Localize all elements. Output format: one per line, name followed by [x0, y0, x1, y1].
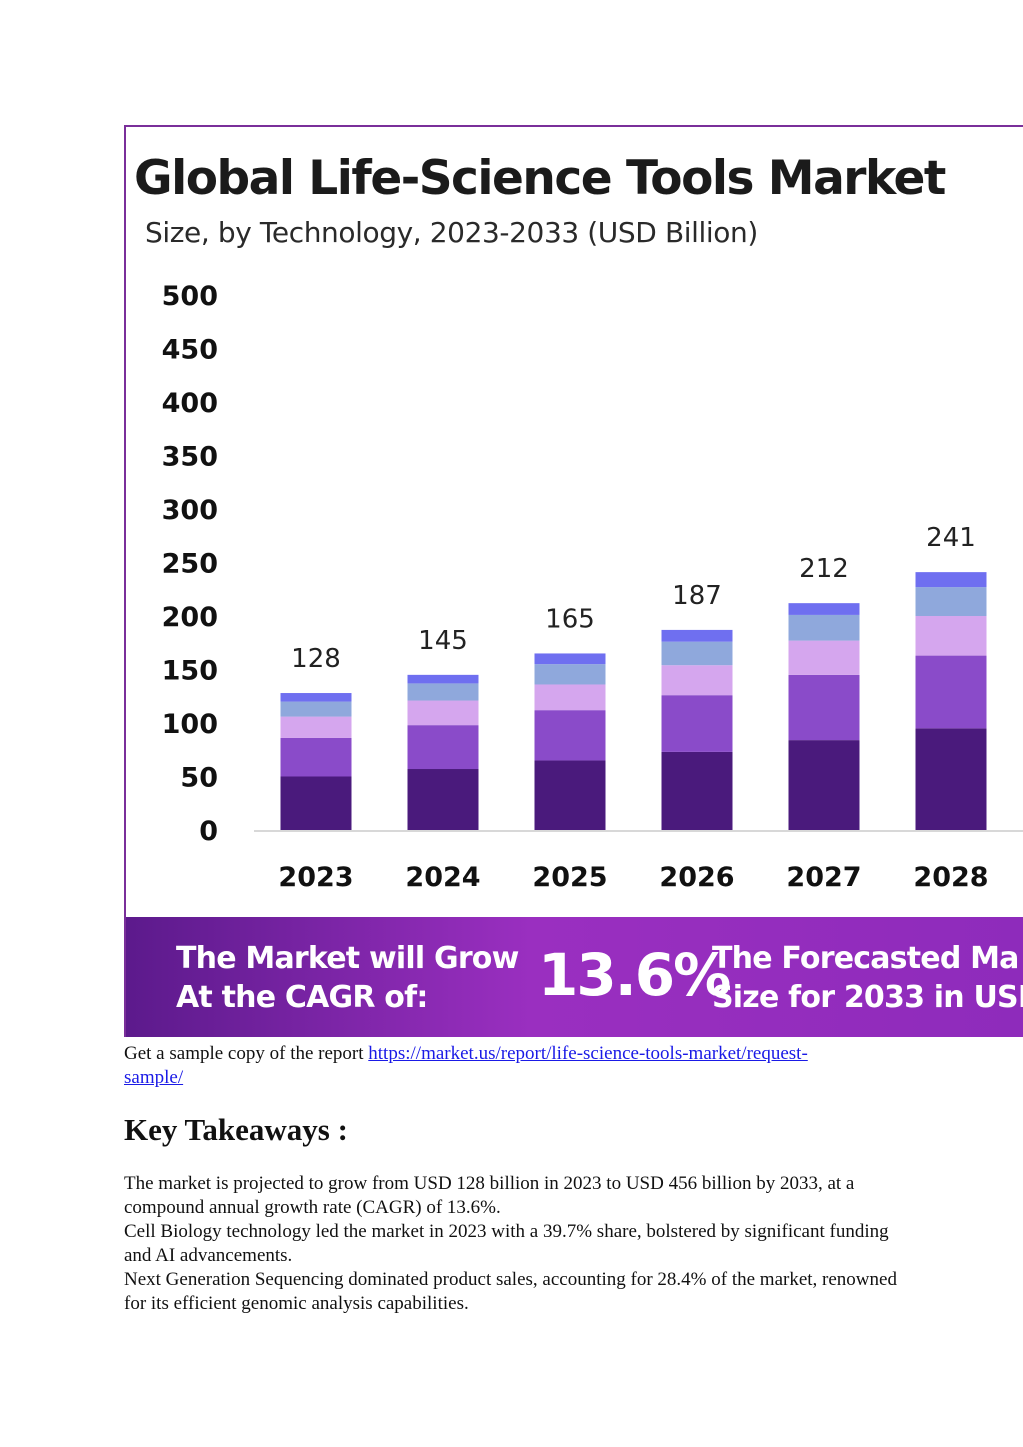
- y-tick-label: 300: [162, 495, 218, 526]
- sample-link-part1: https://market.us/report/life-science-to…: [368, 1043, 808, 1064]
- bar-segment: [661, 751, 733, 830]
- y-tick-label: 100: [162, 709, 218, 740]
- bar-total-label: 187: [672, 581, 722, 611]
- bar-total-label: 165: [545, 604, 595, 634]
- value-labels: 128 145 165 187 212 241: [291, 523, 976, 674]
- y-tick-label: 450: [162, 335, 218, 366]
- bar-total-label: 241: [926, 523, 976, 553]
- chart-subtitle: Size, by Technology, 2023-2033 (USD Bill…: [145, 216, 758, 249]
- key-takeaways-heading: Key Takeaways :: [124, 1112, 348, 1147]
- sample-report-link[interactable]: https://market.us/report/life-science-to…: [124, 1043, 808, 1088]
- bar-segment: [407, 674, 479, 684]
- cagr-caption-line2: At the CAGR of:: [176, 980, 428, 1015]
- bar-segment: [915, 616, 987, 656]
- bar-segment: [407, 683, 479, 701]
- x-tick-label: 2023: [278, 862, 353, 893]
- bar-segment: [788, 740, 860, 830]
- bar-segment: [407, 769, 479, 830]
- bar-segment: [534, 684, 606, 711]
- bar-segment: [788, 614, 860, 641]
- bar-segment: [280, 716, 352, 738]
- bar-segment: [280, 776, 352, 830]
- y-tick-label: 50: [180, 763, 218, 794]
- y-tick-label: 200: [162, 602, 218, 633]
- bar-segment: [661, 695, 733, 752]
- x-tick-label: 2025: [532, 862, 607, 893]
- bar-segment: [280, 701, 352, 717]
- forecast-caption: The Forecasted Ma Size for 2033 in USD: [712, 939, 1023, 1017]
- bar-segment: [788, 640, 860, 675]
- bar-segment: [534, 653, 606, 665]
- chart-title: Global Life-Science Tools Market: [134, 151, 946, 206]
- bar-segment: [407, 725, 479, 770]
- bar-segment: [788, 674, 860, 741]
- bar-segment: [407, 700, 479, 726]
- cagr-value: 13.6%: [538, 941, 731, 1009]
- takeaway-item: Cell Biology technology led the market i…: [124, 1221, 889, 1266]
- bar-segment: [661, 665, 733, 696]
- bar-segment: [534, 664, 606, 685]
- x-tick-label: 2027: [786, 862, 861, 893]
- bar-segment: [280, 737, 352, 777]
- bar-segment: [915, 572, 987, 588]
- bar-segment: [534, 760, 606, 830]
- y-tick-label: 0: [199, 816, 218, 847]
- cagr-caption: The Market will Grow At the CAGR of:: [176, 939, 536, 1017]
- bar-chart: 0 50 100 150 200 250 300 350 400 450 500 128 145 165…: [162, 281, 1023, 893]
- bar-segment: [534, 710, 606, 761]
- x-axis-ticks: 2023 2024 2025 2026 2027 2028: [278, 862, 988, 893]
- y-axis-ticks: 0 50 100 150 200 250 300 350 400 450 500: [162, 281, 218, 847]
- sample-copy-text: Get a sample copy of the report: [124, 1043, 369, 1064]
- sample-link-part2: sample/: [124, 1067, 184, 1088]
- bar-segment: [915, 655, 987, 729]
- bar-segment: [915, 587, 987, 616]
- y-tick-label: 150: [162, 656, 218, 687]
- bar-segment: [661, 629, 733, 642]
- takeaway-item: Next Generation Sequencing dominated pro…: [124, 1269, 897, 1314]
- bar-segment: [661, 641, 733, 666]
- bar-total-label: 145: [418, 626, 468, 656]
- y-tick-label: 500: [162, 281, 218, 312]
- bar-group: [280, 572, 987, 830]
- y-tick-label: 250: [162, 549, 218, 580]
- cagr-banner: The Market will Grow At the CAGR of: 13.…: [126, 917, 1023, 1037]
- x-tick-label: 2026: [659, 862, 734, 893]
- x-tick-label: 2028: [913, 862, 988, 893]
- bar-segment: [915, 728, 987, 830]
- y-tick-label: 350: [162, 442, 218, 473]
- takeaway-item: The market is projected to grow from USD…: [124, 1173, 855, 1218]
- x-tick-label: 2024: [405, 862, 480, 893]
- y-tick-label: 400: [162, 388, 218, 419]
- forecast-caption-line1: The Forecasted Ma: [712, 941, 1019, 976]
- key-takeaways-list: The market is projected to grow from USD…: [124, 1172, 904, 1316]
- sample-copy-line: Get a sample copy of the report https://…: [124, 1042, 904, 1090]
- bar-segment: [280, 693, 352, 702]
- market-infographic: Global Life-Science Tools Market Size, b…: [124, 125, 1023, 1037]
- bar-total-label: 128: [291, 644, 341, 674]
- bar-segment: [788, 603, 860, 615]
- bar-total-label: 212: [799, 554, 849, 584]
- forecast-caption-line2: Size for 2033 in USD: [712, 980, 1023, 1015]
- cagr-caption-line1: The Market will Grow: [176, 941, 519, 976]
